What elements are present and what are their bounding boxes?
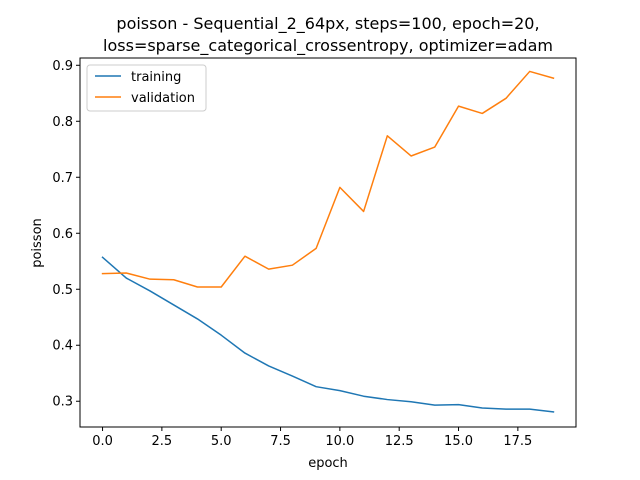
y-tick-label: 0.5 xyxy=(52,283,73,298)
x-axis-label: epoch xyxy=(308,456,348,471)
x-tick-label: 15.0 xyxy=(444,434,473,449)
x-tick-label: 17.5 xyxy=(503,434,532,449)
legend-label-validation: validation xyxy=(131,91,195,106)
y-tick-label: 0.9 xyxy=(52,59,73,74)
y-tick-label: 0.6 xyxy=(52,227,73,242)
series-line-validation xyxy=(101,70,555,288)
x-axis: 0.0 2.5 5.0 7.5 10.0 12.5 15.0 17.5 xyxy=(92,427,532,449)
legend-label-training: training xyxy=(131,70,181,85)
x-tick-label: 7.5 xyxy=(270,434,291,449)
legend: training validation xyxy=(86,64,207,112)
chart-title-line-2: loss=sparse_categorical_crossentropy, op… xyxy=(103,36,553,56)
y-tick-label: 0.4 xyxy=(52,339,73,354)
y-tick-label: 0.7 xyxy=(52,171,73,186)
y-tick-label: 0.8 xyxy=(52,115,73,130)
y-axis-label: poisson xyxy=(30,218,45,268)
chart-title-line-1: poisson - Sequential_2_64px, steps=100, … xyxy=(116,14,539,34)
x-tick-label: 2.5 xyxy=(152,434,173,449)
x-tick-label: 0.0 xyxy=(92,434,113,449)
plot-area xyxy=(101,70,555,413)
x-tick-label: 5.0 xyxy=(211,434,232,449)
x-tick-label: 12.5 xyxy=(385,434,414,449)
series-line-training xyxy=(101,256,555,413)
x-tick-label: 10.0 xyxy=(325,434,354,449)
axes-frame xyxy=(79,57,577,428)
y-axis: 0.3 0.4 0.5 0.6 0.7 0.8 0.9 xyxy=(52,59,80,410)
y-tick-label: 0.3 xyxy=(52,395,73,410)
